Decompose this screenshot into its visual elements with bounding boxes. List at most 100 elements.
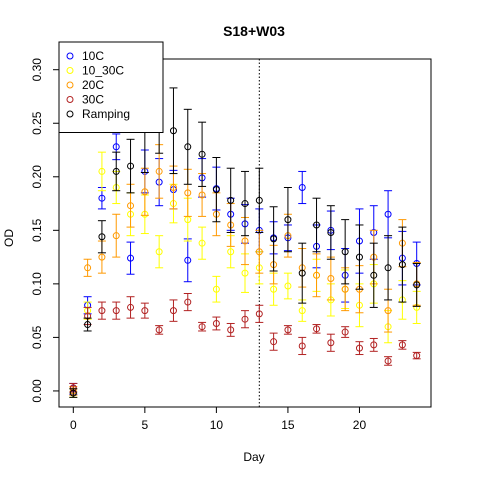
data-point	[198, 323, 206, 331]
data-point	[313, 221, 321, 229]
data-point	[112, 232, 120, 240]
data-point	[169, 127, 177, 135]
data-point	[127, 303, 135, 311]
data-point	[127, 162, 135, 170]
y-tick-label: 0.05	[30, 325, 44, 349]
data-point	[255, 248, 263, 256]
y-tick-label: 0.25	[30, 111, 44, 135]
data-point	[355, 253, 363, 261]
data-point	[241, 237, 249, 245]
legend-label: Ramping	[82, 107, 130, 121]
data-point	[327, 275, 335, 283]
data-point	[98, 253, 106, 261]
x-tick-label: 10	[210, 418, 224, 432]
y-axis-label: OD	[2, 229, 16, 247]
data-point	[384, 210, 392, 218]
data-point	[284, 216, 292, 224]
data-point	[198, 191, 206, 199]
data-point	[370, 271, 378, 279]
data-point	[241, 269, 249, 277]
data-point	[184, 256, 192, 264]
y-tick-label: 0.20	[30, 165, 44, 189]
x-tick-label: 15	[281, 418, 295, 432]
data-point	[341, 328, 349, 336]
legend-label: 10C	[82, 49, 104, 63]
data-point	[341, 285, 349, 293]
data-point	[227, 248, 235, 256]
y-tick-label: 0.15	[30, 218, 44, 242]
data-point	[255, 196, 263, 204]
data-point	[413, 352, 421, 360]
y-tick-label: 0.10	[30, 272, 44, 296]
plot-area: 0 5 10 15 20 0.00 0.05 0.10 0.15 0.20 0.25 0.30	[30, 58, 432, 432]
x-tick-label: 5	[142, 418, 149, 432]
data-point	[398, 341, 406, 349]
data-point	[141, 307, 149, 315]
legend-label: 20C	[82, 78, 104, 92]
data-point	[384, 307, 392, 315]
x-axis-label: Day	[243, 450, 264, 464]
data-point	[155, 167, 163, 175]
plot-frame	[58, 58, 432, 408]
data-point	[141, 188, 149, 196]
x-tick-label: 0	[70, 418, 77, 432]
data-point	[355, 344, 363, 352]
y-tick-label: 0.30	[30, 58, 44, 82]
data-point	[98, 307, 106, 315]
data-point	[98, 194, 106, 202]
data-point	[84, 321, 92, 329]
data-point	[212, 319, 220, 327]
data-point	[227, 196, 235, 204]
data-point	[413, 281, 421, 289]
chart-title: S18+W03	[223, 23, 285, 39]
data-point	[227, 326, 235, 334]
data-point	[198, 150, 206, 158]
data-point	[384, 357, 392, 365]
series-30C	[69, 292, 421, 393]
data-point	[255, 310, 263, 318]
data-point	[284, 326, 292, 334]
data-point	[341, 248, 349, 256]
data-point	[212, 285, 220, 293]
data-point	[155, 326, 163, 334]
data-point	[184, 298, 192, 306]
data-point	[212, 186, 220, 194]
data-point	[127, 254, 135, 262]
x-tick-label: 20	[353, 418, 367, 432]
legend-marker	[66, 52, 74, 60]
data-point	[270, 285, 278, 293]
data-point	[169, 307, 177, 315]
data-point	[313, 325, 321, 333]
data-point	[270, 235, 278, 243]
legend-label: 30C	[82, 93, 104, 107]
data-point	[327, 339, 335, 347]
data-point	[241, 200, 249, 208]
data-point	[298, 269, 306, 277]
data-point	[184, 143, 192, 151]
legend-box	[58, 41, 164, 133]
legend-marker	[66, 67, 74, 74]
data-point	[284, 282, 292, 290]
data-point	[327, 228, 335, 236]
data-point	[270, 338, 278, 346]
data-point	[112, 307, 120, 315]
data-point	[298, 342, 306, 350]
legend-marker	[66, 110, 74, 118]
legend-marker	[66, 81, 74, 89]
data-point	[155, 248, 163, 256]
data-point	[241, 315, 249, 323]
legend-label: 10_30C	[82, 64, 124, 78]
data-point	[198, 239, 206, 247]
data-point	[127, 202, 135, 210]
data-point	[398, 261, 406, 269]
data-point	[384, 264, 392, 272]
data-point	[98, 233, 106, 241]
data-point	[112, 143, 120, 151]
data-point	[298, 307, 306, 315]
data-point	[69, 389, 77, 397]
data-point	[184, 189, 192, 197]
data-point	[313, 271, 321, 279]
legend-marker	[66, 96, 74, 103]
